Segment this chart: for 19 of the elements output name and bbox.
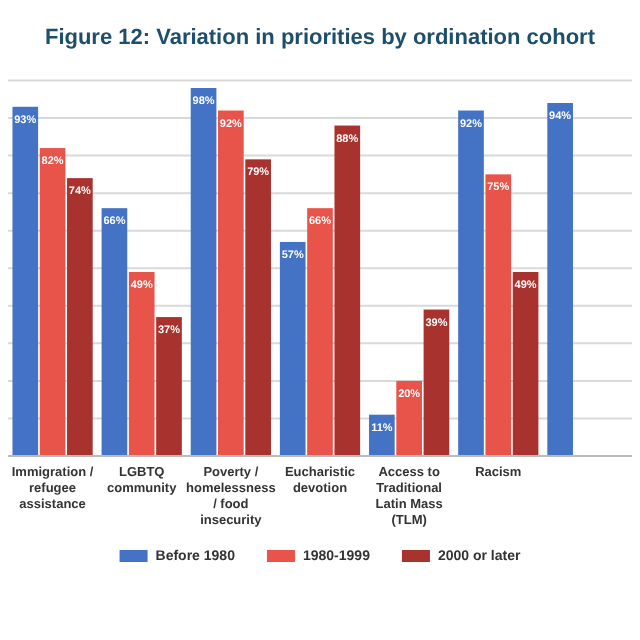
bar	[67, 178, 93, 456]
bar	[190, 88, 217, 456]
bar	[423, 309, 450, 456]
bar	[458, 110, 484, 456]
chart-title: Figure 12: Variation in priorities by ordination cohort	[44, 26, 596, 50]
bar	[279, 241, 306, 456]
bar	[245, 159, 271, 456]
bar	[307, 208, 333, 456]
bar	[156, 317, 182, 456]
bar	[396, 380, 422, 456]
bar	[485, 174, 512, 456]
bar	[101, 208, 128, 456]
bar	[12, 106, 39, 456]
bar	[39, 148, 66, 456]
bar	[547, 103, 573, 456]
bar	[512, 272, 539, 456]
bar	[218, 110, 244, 456]
bar	[128, 272, 155, 456]
bar	[334, 125, 361, 456]
